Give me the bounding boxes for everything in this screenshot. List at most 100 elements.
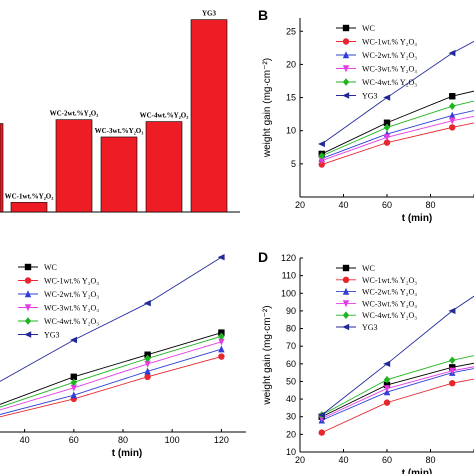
y-tick-label: 10 bbox=[286, 126, 296, 136]
legend-entry: YG3 bbox=[44, 331, 60, 340]
data-point bbox=[383, 139, 391, 146]
y-tick-label: 25 bbox=[286, 26, 296, 36]
series-line bbox=[321, 295, 474, 416]
x-tick-label: 20 bbox=[295, 455, 305, 465]
data-point bbox=[449, 367, 456, 375]
legend-marker bbox=[342, 51, 350, 59]
panel-b-label: B bbox=[258, 7, 268, 23]
y-tick-label: 20 bbox=[286, 429, 296, 439]
legend-marker bbox=[24, 263, 32, 271]
legend-marker bbox=[24, 331, 32, 338]
series-group bbox=[317, 295, 474, 436]
panel-a-bar bbox=[145, 121, 183, 213]
series-group bbox=[0, 254, 225, 418]
y-tick-label: 50 bbox=[286, 376, 296, 386]
x-tick-label: 80 bbox=[425, 455, 435, 465]
legend-marker bbox=[24, 317, 32, 325]
legend-entry: WC-4wt.% Y₂O₃ bbox=[44, 317, 99, 326]
data-point bbox=[318, 429, 325, 436]
legend-entry: WC-3wt.% Y₂O₃ bbox=[44, 304, 99, 313]
data-point bbox=[383, 94, 391, 101]
series-line bbox=[321, 366, 474, 419]
legend-entry: WC-1wt.% Y₂O₃ bbox=[44, 277, 99, 286]
data-point bbox=[70, 378, 77, 387]
data-point bbox=[317, 140, 325, 148]
legend-marker bbox=[342, 300, 350, 308]
series-line bbox=[321, 378, 474, 434]
series-line bbox=[321, 90, 474, 155]
y-tick-label: 5 bbox=[291, 159, 296, 169]
y-tick-label: 80 bbox=[286, 324, 296, 334]
y-axis-label: weight gain (mg·cm⁻²) bbox=[262, 305, 273, 405]
series-line bbox=[0, 256, 222, 382]
legend-entry: WC-2wt.% Y₂O₃ bbox=[362, 288, 417, 297]
series-line bbox=[321, 368, 474, 421]
data-point bbox=[449, 380, 456, 387]
data-point bbox=[144, 354, 151, 363]
y-tick-label: 20 bbox=[286, 59, 296, 69]
x-tick-label: 80 bbox=[425, 200, 435, 210]
legend-marker bbox=[24, 304, 32, 312]
panel-a-bar bbox=[190, 19, 228, 213]
x-tick-label: 80 bbox=[118, 435, 128, 445]
series-line bbox=[321, 115, 474, 161]
x-tick-label: 60 bbox=[382, 200, 392, 210]
legend-entry: WC-4wt.% Y₂O₃ bbox=[362, 311, 417, 320]
data-point bbox=[449, 364, 456, 371]
data-point bbox=[217, 254, 225, 261]
data-point bbox=[383, 399, 391, 406]
series-line bbox=[0, 332, 222, 405]
y-tick-label: 120 bbox=[281, 253, 296, 263]
data-point bbox=[218, 345, 225, 353]
data-point bbox=[144, 367, 151, 375]
x-tick-label: 60 bbox=[382, 455, 392, 465]
y-tick-label: 40 bbox=[286, 394, 296, 404]
legend-marker bbox=[24, 277, 32, 284]
data-point bbox=[317, 411, 325, 419]
data-point bbox=[318, 152, 325, 160]
data-point bbox=[70, 384, 77, 392]
series-line bbox=[321, 40, 474, 145]
x-axis-label: t (min) bbox=[402, 213, 433, 224]
data-point bbox=[449, 356, 456, 365]
panel-d-line-chart: 20 40 60 80t (min)1020304050607080901001101… bbox=[262, 253, 474, 474]
legend-marker bbox=[342, 276, 350, 283]
legend-marker bbox=[342, 287, 350, 295]
panel-a-partial-bar bbox=[0, 123, 4, 213]
data-point bbox=[143, 300, 151, 307]
legend-marker bbox=[342, 38, 350, 45]
data-point bbox=[449, 102, 456, 110]
legend-entry: WC-2wt.% Y₂O₃ bbox=[362, 51, 417, 60]
data-point bbox=[218, 332, 225, 341]
series-group bbox=[317, 40, 474, 168]
data-point bbox=[449, 124, 456, 131]
data-point bbox=[144, 360, 151, 368]
y-tick-label: 15 bbox=[286, 93, 296, 103]
panel-c-line-chart: 40 60 80 100 120 t (min) WC WC-1wt.% Y₂O₃ WC-2wt… bbox=[0, 254, 246, 459]
legend-entry: WC-4wt.% Y₂O₃ bbox=[362, 78, 417, 87]
data-point bbox=[383, 119, 391, 126]
data-point bbox=[318, 157, 325, 165]
data-point bbox=[383, 381, 391, 389]
legend-entry: WC-1wt.% Y₂O₃ bbox=[362, 276, 417, 285]
x-tick-label: 100 bbox=[165, 435, 180, 445]
legend-marker bbox=[342, 311, 350, 319]
y-tick-label: 90 bbox=[286, 306, 296, 316]
panel-b-line-chart: 20 40 60 80 t (min) 5 10 15 20 25 weight gain (mg·… bbox=[262, 18, 474, 224]
legend-marker bbox=[342, 24, 350, 32]
legend-entry: YG3 bbox=[362, 323, 378, 332]
data-point bbox=[449, 117, 456, 125]
data-point bbox=[383, 385, 391, 393]
x-tick-label: 120 bbox=[214, 435, 229, 445]
legend-marker bbox=[342, 323, 350, 331]
y-axis-label: weight gain (mg·cm⁻²) bbox=[262, 58, 273, 158]
y-tick-label: 100 bbox=[281, 288, 296, 298]
legend-entry: WC bbox=[362, 24, 375, 33]
series-line bbox=[0, 356, 222, 418]
series-line bbox=[0, 335, 222, 408]
x-tick-label: 40 bbox=[338, 455, 348, 465]
series-line bbox=[321, 110, 474, 159]
panel-a-bar-label: WC-3wt.%Y₂O₃ bbox=[95, 127, 144, 135]
y-tick-label: 30 bbox=[286, 412, 296, 422]
